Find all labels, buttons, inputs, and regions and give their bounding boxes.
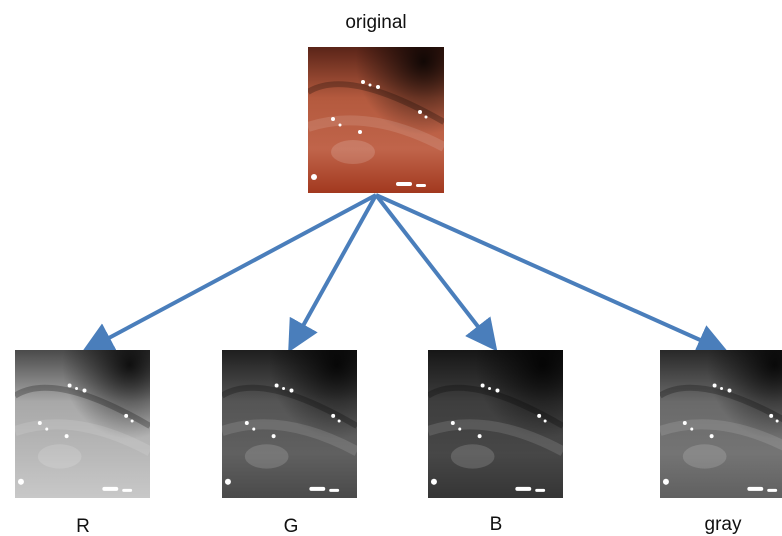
- g-image: [222, 350, 357, 498]
- b-image: [428, 350, 563, 498]
- page: original R G B gray (() => { const data …: [0, 0, 782, 536]
- node-label: R: [76, 516, 90, 536]
- root-label: original: [345, 12, 406, 33]
- node-label: B: [490, 514, 503, 535]
- original-image: [308, 47, 444, 193]
- node-label: G: [284, 516, 299, 536]
- gray-image: [660, 350, 782, 498]
- r-image: [15, 350, 150, 498]
- node-label: gray: [705, 514, 742, 535]
- arrows: [92, 195, 718, 348]
- diagram: original R G B gray: [0, 0, 782, 536]
